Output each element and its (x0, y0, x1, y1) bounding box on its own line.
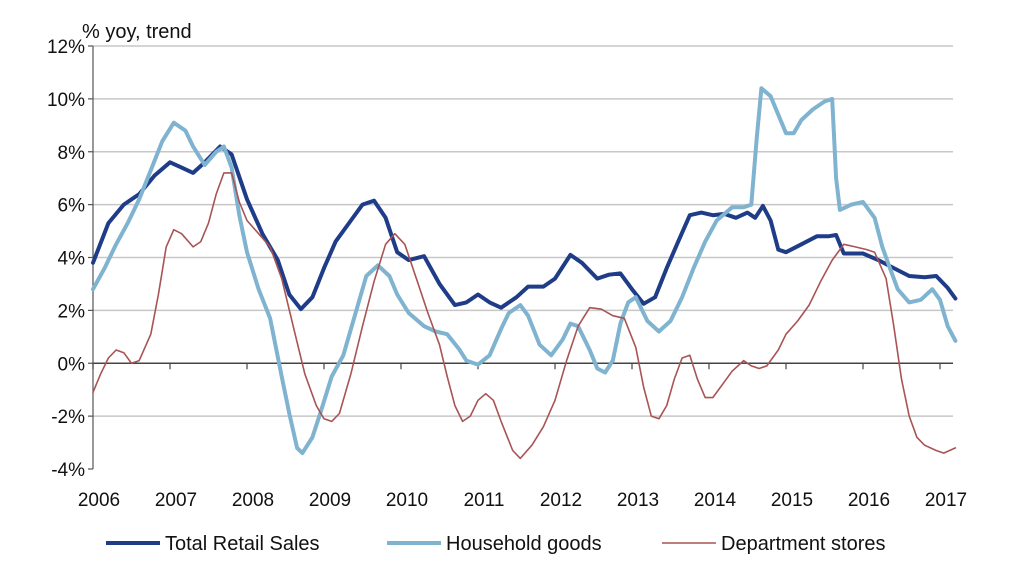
y-tick-label: 8% (58, 143, 86, 164)
y-tick-label: 6% (58, 196, 86, 217)
y-tick-label: 2% (58, 301, 86, 322)
x-tick-label: 2008 (232, 490, 274, 511)
series-line-household-goods (91, 86, 958, 456)
axes: -4% -2% 0% 2% 4% 6% 8% 10% 12% 2006 2007 2008 2009 20… (47, 37, 967, 511)
x-tick-label: 2007 (155, 490, 197, 511)
legend-label: Total Retail Sales (165, 533, 320, 555)
x-tick-label: 2011 (464, 490, 505, 511)
y-tick-label: -2% (51, 407, 85, 428)
x-tick-label: 2015 (771, 490, 813, 511)
x-tick-label: 2017 (925, 490, 967, 511)
series-line-department-stores (92, 172, 957, 460)
y-tick-label: 0% (58, 354, 86, 375)
x-tick-label: 2013 (617, 490, 659, 511)
series-line-total-retail-sales (91, 144, 958, 312)
y-tick-label: 10% (47, 90, 85, 111)
legend-label: Department stores (721, 533, 886, 555)
series-lines (91, 86, 958, 460)
x-tick-label: 2010 (386, 490, 428, 511)
x-tick-label: 2014 (694, 490, 737, 511)
y-unit-label: % yoy, trend (82, 21, 192, 43)
legend: Total Retail Sales Household goods Departm… (106, 533, 886, 555)
x-tick-label: 2016 (848, 490, 890, 511)
x-tick-label: 2012 (540, 490, 582, 511)
y-tick-label: 4% (58, 249, 86, 270)
x-tick-label: 2006 (78, 490, 120, 511)
x-tick-label: 2009 (309, 490, 351, 511)
y-tick-label: -4% (51, 460, 85, 481)
legend-label: Household goods (446, 533, 602, 555)
y-tick-label: 12% (47, 37, 85, 58)
